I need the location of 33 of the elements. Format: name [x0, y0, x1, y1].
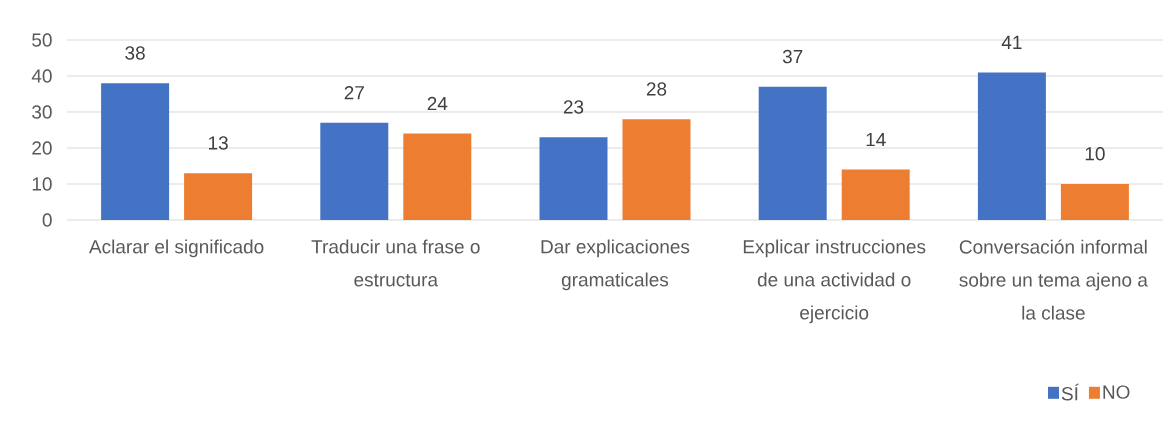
- x-tick-label: Explicar instrucciones de una actividad o ejercicio: [743, 239, 926, 324]
- x-tick-label: Aclarar el significado: [88, 239, 264, 258]
- y-tick-label: 20: [32, 141, 52, 155]
- bar: [977, 72, 1046, 220]
- x-tick-label: Traducir una frase o estructura: [311, 239, 480, 287]
- bar: [184, 173, 253, 220]
- data-label: 38: [125, 46, 145, 60]
- y-tick-label: 50: [32, 33, 52, 47]
- bar: [101, 83, 170, 220]
- bar: [758, 86, 827, 220]
- x-tick-label: Conversación informal sobre un tema ajeno a la clase: [959, 239, 1148, 320]
- data-label: 14: [866, 133, 886, 147]
- y-tick-label: 30: [32, 105, 52, 119]
- data-label: 27: [344, 86, 364, 100]
- data-label: 24: [427, 96, 448, 111]
- x-tick-label: Dar explicaciones gramaticales: [541, 239, 690, 291]
- legend-label: SÍ: [1061, 383, 1079, 401]
- data-label: 37: [782, 49, 803, 64]
- data-label: 10: [1085, 147, 1105, 161]
- bar: [320, 122, 389, 220]
- bar: [1060, 184, 1129, 220]
- bar: [539, 137, 608, 220]
- bar: [622, 119, 691, 220]
- y-tick-label: 40: [31, 69, 52, 83]
- data-label: 13: [208, 136, 228, 150]
- data-label: 41: [1001, 35, 1022, 49]
- bar: [841, 169, 910, 220]
- y-tick-label: 0: [42, 213, 52, 227]
- legend-label: NO: [1103, 385, 1130, 399]
- bar: [403, 133, 472, 220]
- y-tick-label: 10: [32, 177, 52, 191]
- data-label: 23: [563, 100, 584, 114]
- data-label: 28: [646, 82, 667, 96]
